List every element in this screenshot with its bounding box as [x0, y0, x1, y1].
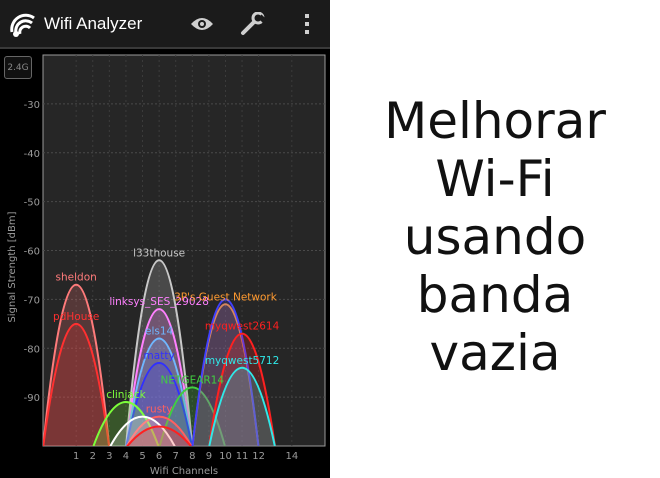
- headline-line: usando: [403, 208, 587, 266]
- y-tick-label: -90: [24, 393, 40, 404]
- signal-curve: [125, 337, 193, 446]
- overflow-menu-button[interactable]: [290, 8, 324, 40]
- network-label: rusty: [146, 404, 173, 416]
- x-tick-label: 14: [285, 451, 298, 462]
- y-tick-label: -40: [24, 149, 40, 160]
- band-toggle-button[interactable]: 2.4G: [4, 56, 32, 79]
- network-label: myqwest5712: [205, 355, 279, 367]
- x-tick-label: 6: [156, 451, 162, 462]
- y-tick-label: -50: [24, 198, 40, 209]
- signal-curve: [125, 308, 194, 446]
- app-title: Wifi Analyzer: [44, 14, 143, 33]
- x-tick-label: 12: [252, 451, 265, 462]
- network-label: matty: [144, 350, 175, 362]
- network-label: els14: [145, 325, 174, 337]
- x-axis-label: Wifi Channels: [150, 466, 218, 477]
- signal-curve: [125, 259, 194, 446]
- signal-curve: [126, 425, 192, 446]
- x-tick-label: 1: [73, 451, 79, 462]
- tools-button[interactable]: [236, 8, 270, 40]
- y-tick-label: -30: [24, 100, 40, 111]
- headline-line: Melhorar: [384, 92, 606, 150]
- view-toggle-button[interactable]: [185, 8, 219, 40]
- network-label: NETGEAR14: [161, 374, 225, 386]
- overflow-menu-icon: [305, 14, 309, 34]
- headline-line: banda: [416, 266, 574, 324]
- eye-icon: [191, 18, 213, 30]
- headline-line: Wi-Fi: [435, 150, 555, 208]
- signal-curve: [43, 283, 111, 446]
- x-tick-label: 8: [189, 451, 195, 462]
- y-tick-label: -80: [24, 344, 40, 355]
- network-label: 3P's Guest Network: [174, 291, 278, 303]
- x-tick-label: 4: [123, 451, 129, 462]
- signal-curve: [208, 332, 276, 446]
- phone-screen: Wifi Analyzer 2.4G: [0, 0, 330, 478]
- signal-chart: sheldon pdHouse l33thouse linksys_SES_29028…: [7, 54, 326, 477]
- signal-curve: [158, 386, 226, 446]
- signal-curve: [191, 298, 260, 446]
- action-bar: Wifi Analyzer: [0, 0, 330, 49]
- x-tick-label: 2: [90, 451, 96, 462]
- headline: Melhorar Wi-Fi usando banda vazia: [330, 92, 660, 382]
- x-tick-label: 11: [236, 451, 249, 462]
- network-label: linksys_SES_29028: [109, 296, 209, 308]
- network-label: l33thouse: [133, 247, 185, 259]
- wifi-signal-icon: [10, 13, 35, 37]
- network-label: myqwest2614: [205, 321, 280, 333]
- signal-curve: [92, 401, 160, 446]
- signal-curve: [43, 323, 111, 446]
- x-tick-label: 10: [219, 451, 232, 462]
- wrench-icon: [241, 12, 266, 35]
- x-tick-label: 9: [206, 451, 212, 462]
- x-tick-label: 7: [173, 451, 179, 462]
- caption-panel: Melhorar Wi-Fi usando banda vazia: [330, 0, 660, 478]
- y-tick-label: -70: [24, 295, 40, 306]
- x-tick-label: 5: [139, 451, 145, 462]
- signal-curve: [208, 366, 276, 446]
- y-axis-label: Signal Strength [dBm]: [7, 211, 18, 322]
- signal-curve: [125, 415, 193, 446]
- network-label: sheldon: [56, 272, 97, 284]
- network-label: pdHouse: [53, 311, 99, 323]
- y-tick-label: -60: [24, 247, 40, 258]
- headline-line: vazia: [429, 324, 561, 382]
- signal-curve: [125, 361, 193, 446]
- network-label: clinjack: [106, 389, 146, 401]
- signal-curve: [109, 415, 176, 446]
- x-tick-label: 3: [106, 451, 112, 462]
